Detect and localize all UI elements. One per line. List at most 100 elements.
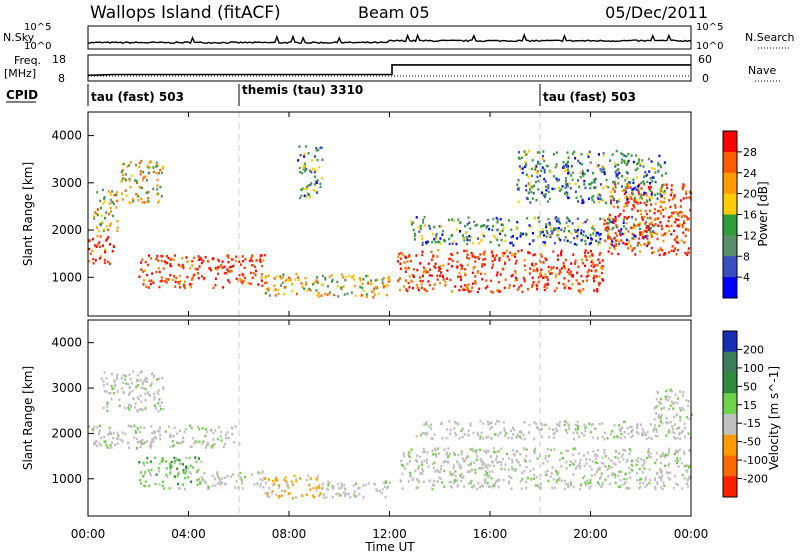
velocity-cell: [195, 440, 198, 444]
power-cell: [320, 146, 323, 149]
velocity-cell: [663, 484, 666, 487]
power-cell: [595, 275, 598, 278]
velocity-cell: [240, 479, 243, 482]
power-cell: [592, 262, 595, 265]
velocity-cell: [162, 386, 165, 389]
power-cell: [563, 169, 566, 173]
velocity-cell: [635, 463, 638, 467]
power-cell: [432, 287, 435, 290]
power-cell: [508, 284, 511, 287]
power-cell: [661, 249, 664, 252]
velocity-cell: [687, 485, 690, 488]
velocity-cell: [214, 484, 217, 487]
power-cell: [242, 279, 245, 283]
power-cell: [590, 260, 593, 264]
power-cell: [382, 286, 385, 289]
velocity-cell: [659, 477, 662, 481]
velocity-cell: [113, 379, 116, 382]
velocity-cell: [565, 461, 568, 464]
velocity-cell: [678, 407, 681, 410]
power-cell: [625, 221, 628, 225]
velocity-cell: [226, 431, 229, 434]
power-cell: [515, 259, 518, 263]
velocity-cell: [610, 459, 613, 462]
power-cell: [563, 277, 566, 280]
power-cell: [374, 279, 377, 282]
power-cell: [610, 252, 613, 255]
velocity-cell: [338, 494, 341, 497]
power-cell: [618, 242, 621, 246]
power-cell: [422, 274, 424, 278]
velocity-cell: [609, 482, 612, 486]
power-cell: [410, 279, 413, 282]
beam-title: Beam 05: [358, 3, 430, 22]
power-cell: [670, 233, 673, 236]
power-cell: [422, 271, 425, 274]
power-cell: [309, 169, 312, 172]
power-cell: [385, 294, 388, 297]
power-cell: [619, 232, 621, 235]
power-cell: [142, 270, 145, 273]
velocity-cell: [189, 445, 192, 448]
velocity-cell: [599, 475, 602, 478]
velocity-cell: [157, 409, 160, 413]
power-cell: [563, 192, 566, 195]
power-cell: [533, 184, 535, 187]
velocity-cell: [472, 484, 475, 488]
power-cell: [527, 184, 530, 187]
power-cell: [662, 215, 665, 218]
velocity-cell: [576, 431, 579, 434]
velocity-cell: [173, 461, 176, 464]
velocity-cell: [628, 471, 631, 474]
velocity-cell: [165, 473, 168, 477]
power-cell: [626, 161, 629, 165]
power-cell: [546, 200, 549, 203]
velocity-cell: [137, 379, 140, 382]
power-cell: [323, 292, 326, 296]
power-cell: [412, 274, 414, 277]
power-cell: [481, 233, 484, 236]
velocity-cell: [162, 480, 164, 484]
velocity-cell: [259, 485, 262, 488]
y-tick-label: 3000: [51, 176, 82, 190]
power-cell: [241, 255, 244, 258]
velocity-cell: [109, 432, 112, 435]
power-cell: [542, 261, 545, 264]
power-cell: [259, 257, 262, 260]
power-cell: [607, 236, 609, 240]
power-cell: [469, 227, 472, 230]
velocity-cell: [438, 476, 441, 480]
power-cell: [263, 253, 266, 257]
velocity-cell: [486, 471, 488, 475]
power-panel-frame: [87, 111, 692, 317]
power-cell: [492, 234, 495, 237]
power-cell: [637, 224, 640, 227]
power-cell: [611, 220, 614, 224]
power-cell: [543, 243, 546, 247]
power-cell: [448, 242, 451, 246]
velocity-cell: [340, 482, 343, 485]
power-cell: [474, 256, 477, 259]
power-cell: [450, 290, 453, 293]
velocity-cell: [669, 471, 672, 474]
velocity-cell: [456, 460, 459, 463]
power-cell: [159, 185, 162, 189]
colorbar-swatch: [723, 131, 737, 153]
velocity-cell: [533, 437, 536, 441]
velocity-cell: [595, 457, 597, 460]
velocity-cell: [130, 381, 133, 385]
velocity-cell: [204, 434, 207, 438]
power-cell: [627, 152, 630, 156]
velocity-cell: [686, 478, 689, 482]
velocity-cell: [494, 482, 497, 485]
velocity-cell: [487, 475, 490, 479]
velocity-cell: [572, 485, 575, 489]
velocity-cell: [614, 473, 617, 477]
velocity-cell: [646, 483, 648, 487]
power-cell: [498, 290, 501, 293]
power-cell: [566, 194, 569, 198]
velocity-cell: [118, 404, 121, 408]
velocity-cell: [511, 448, 514, 452]
power-cell: [589, 161, 592, 164]
power-cell: [510, 235, 513, 239]
